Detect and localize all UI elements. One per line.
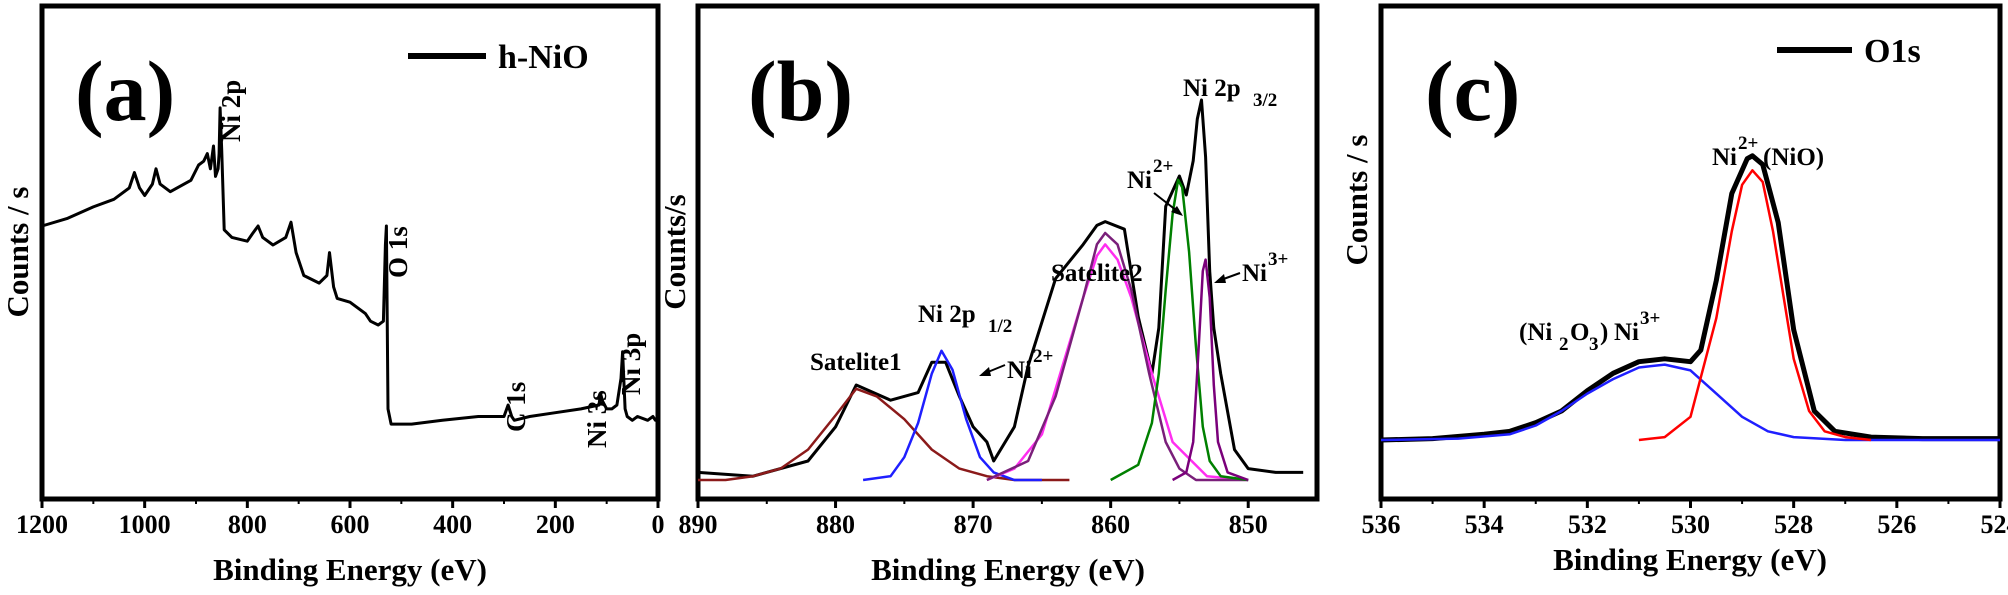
- x-tick-label: 532: [1568, 510, 1607, 539]
- panel-c-y-label: Counts / s: [1339, 135, 1374, 266]
- annotation-ni3p: Ni 3p: [616, 333, 646, 395]
- annotation-ni2p12-sub: 1/2: [988, 316, 1012, 337]
- x-tick-label: 880: [816, 510, 855, 539]
- panel-a-x-axis: 1200 1000 800 600 400 200 0: [16, 499, 665, 539]
- annotation-ni2p: Ni 2p: [216, 80, 246, 142]
- annotation-ni2-b-low: Ni 2+: [1007, 346, 1053, 384]
- x-tick-label: 524: [1981, 510, 2008, 539]
- annotation-ni2-nio: Ni 2+ (NiO): [1712, 133, 1824, 171]
- panel-b: 890 880 870 860 850 (b) Satelite1 Satelite2 …: [657, 3, 1320, 587]
- panel-c-x-axis: 536 534 532 530 528 526 524: [1362, 499, 2008, 539]
- x-tick-label: 600: [331, 510, 370, 539]
- panel-a-y-label: Counts / s: [0, 187, 35, 318]
- annotation-ni2-b-low-arrowhead: [979, 367, 991, 376]
- panel-a-plot-area: [41, 106, 658, 426]
- annotation-ni2o3-close: ): [1600, 319, 1608, 346]
- annotation-ni2-nio-sup: 2+: [1738, 133, 1758, 154]
- annotation-satelite1: Satelite1: [810, 349, 902, 376]
- annotation-ni2-nio-label: (NiO): [1763, 144, 1824, 171]
- annotation-ni2p12: Ni 2p 1/2: [918, 301, 1012, 337]
- annotation-ni3-b-arrowhead: [1214, 274, 1226, 283]
- series-line-3: [862, 349, 1042, 482]
- annotation-ni2p12-text: Ni 2p: [918, 301, 976, 328]
- x-tick-label: 534: [1465, 510, 1504, 539]
- panel-b-plot-area: [697, 98, 1304, 482]
- annotation-ni3s: Ni 3s: [582, 390, 612, 448]
- x-tick-label: 528: [1774, 510, 1813, 539]
- annotation-ni2-b-top-sup: 2+: [1153, 156, 1173, 177]
- annotation-ni3-b: Ni 3+: [1242, 249, 1288, 287]
- x-tick-label: 530: [1671, 510, 1710, 539]
- panel-a-legend-label: h-NiO: [498, 39, 589, 76]
- panel-b-x-label: Binding Energy (eV): [871, 552, 1145, 587]
- annotation-ni2-b-top: Ni 2+: [1127, 156, 1173, 194]
- x-tick-label: 890: [679, 510, 718, 539]
- panel-a-x-label: Binding Energy (eV): [213, 552, 487, 587]
- annotation-ni3-c-sup: 3+: [1640, 308, 1660, 329]
- series-line-3: [1638, 169, 1872, 442]
- x-tick-label: 400: [433, 510, 472, 539]
- series-line-7: [1171, 258, 1249, 482]
- panel-c-letter: (c): [1425, 43, 1520, 139]
- x-tick-label: 526: [1877, 510, 1916, 539]
- series-line-1: [41, 106, 658, 426]
- series-line-4: [986, 243, 1249, 482]
- panel-b-x-axis: 890 880 870 860 850: [679, 499, 1268, 539]
- panel-c: 536534532530528526524 (c) O1s Ni 2+ (NiO…: [1339, 3, 2008, 577]
- annotation-ni2o3-sub: 2: [1559, 334, 1569, 355]
- panel-a-letter: (a): [75, 43, 175, 139]
- annotation-ni2p32-text: Ni 2p: [1183, 75, 1241, 102]
- annotation-satelite2: Satelite2: [1051, 260, 1143, 287]
- series-line-1: [697, 98, 1304, 478]
- series-line-6: [1110, 178, 1249, 482]
- panel-a: 1200 1000 800 600 400 200 0 (a) h-NiO Ni 2p O …: [0, 3, 665, 587]
- panel-b-y-label: Counts/s: [657, 194, 692, 309]
- annotation-ni2p32: Ni 2p 3/2: [1183, 75, 1277, 111]
- series-line-2: [698, 387, 1070, 482]
- annotation-ni2-nio-ni: Ni: [1712, 144, 1737, 171]
- annotation-ni2-b-top-ni: Ni: [1127, 167, 1152, 194]
- panel-c-plot-area: [1380, 153, 2000, 443]
- x-tick-label: 860: [1091, 510, 1130, 539]
- annotation-ni3-b-sup: 3+: [1268, 249, 1288, 270]
- annotation-ni2o3-sub2: 3: [1589, 334, 1599, 355]
- annotation-ni2-b-low-ni: Ni: [1007, 357, 1032, 384]
- annotation-c1s: C 1s: [501, 382, 531, 432]
- x-tick-label: 800: [228, 510, 267, 539]
- x-tick-label: 0: [652, 510, 665, 539]
- panel-b-letter: (b): [748, 43, 853, 139]
- x-tick-label: 1000: [119, 510, 171, 539]
- panel-c-x-label: Binding Energy (eV): [1553, 542, 1827, 577]
- series-line-1: [1380, 153, 2000, 443]
- annotation-ni2p32-sub: 3/2: [1253, 90, 1277, 111]
- annotation-o1s: O 1s: [383, 226, 413, 278]
- annotation-ni3-c-ni: Ni: [1614, 319, 1639, 346]
- annotation-ni2o3-o: O: [1570, 319, 1589, 346]
- x-tick-label: 200: [536, 510, 575, 539]
- panel-b-frame: [695, 3, 1320, 502]
- series-line-2: [1380, 363, 2000, 442]
- x-tick-label: 870: [954, 510, 993, 539]
- panel-c-legend-label: O1s: [1864, 33, 1921, 70]
- annotation-ni3-b-ni: Ni: [1242, 260, 1267, 287]
- annotation-ni2o3-open: (Ni: [1519, 319, 1552, 346]
- x-tick-label: 536: [1362, 510, 1401, 539]
- annotation-ni2o3-ni3: (Ni 2 O 3 ) Ni 3+: [1519, 308, 1660, 355]
- x-tick-label: 850: [1229, 510, 1268, 539]
- x-tick-label: 1200: [16, 510, 68, 539]
- annotation-ni2-b-top-arrowhead: [1171, 206, 1183, 216]
- series-line-5: [986, 231, 1249, 482]
- annotation-ni2-b-low-sup: 2+: [1033, 346, 1053, 367]
